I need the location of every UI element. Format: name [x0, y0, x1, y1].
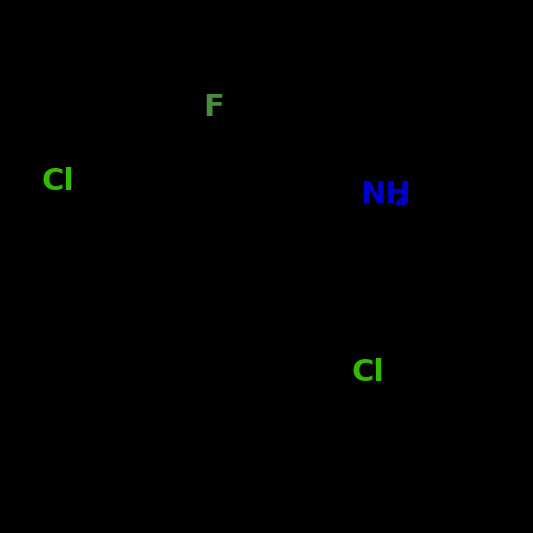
Text: F: F — [203, 93, 223, 122]
Text: NH: NH — [360, 180, 411, 209]
Text: 2: 2 — [393, 190, 407, 209]
Text: Cl: Cl — [352, 358, 385, 387]
Text: Cl: Cl — [42, 167, 75, 196]
